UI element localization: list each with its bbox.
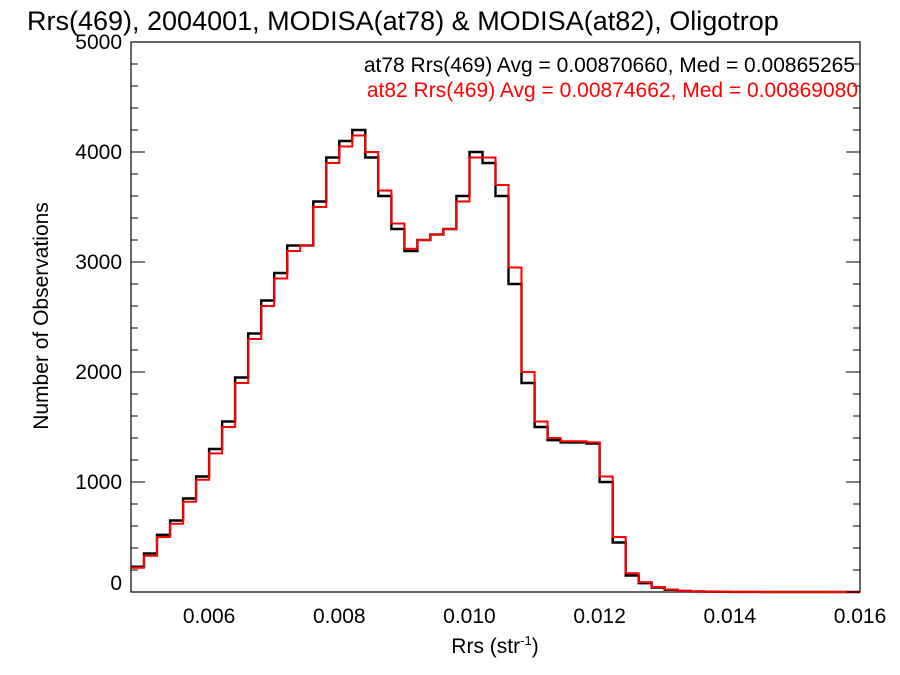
x-axis-label-main: Rrs (str bbox=[451, 635, 520, 658]
chart-title: Rrs(469), 2004001, MODISA(at78) & MODISA… bbox=[27, 6, 779, 36]
series-line-0 bbox=[131, 128, 860, 594]
x-axis-label: Rrs (str-1) bbox=[451, 633, 538, 658]
y-tick-label: 0 bbox=[110, 572, 122, 595]
x-tick-label: 0.014 bbox=[704, 605, 757, 628]
x-tick-label: 0.008 bbox=[313, 605, 366, 628]
x-tick-label: 0.006 bbox=[183, 605, 236, 628]
tick-layer bbox=[131, 41, 860, 593]
x-tick-label: 0.012 bbox=[573, 605, 626, 628]
series-line-1 bbox=[131, 134, 860, 593]
x-tick-labels: 0.006 0.008 0.010 0.012 0.014 0.016 bbox=[183, 605, 886, 628]
series-layer bbox=[131, 128, 860, 594]
y-tick-label: 2000 bbox=[75, 361, 122, 384]
plot-frame bbox=[130, 41, 861, 593]
y-tick-labels: 0 1000 2000 3000 4000 5000 bbox=[75, 31, 122, 595]
annotation-at82: at82 Rrs(469) Avg = 0.00874662, Med = 0.… bbox=[367, 79, 858, 102]
y-tick-label: 4000 bbox=[75, 141, 122, 164]
x-axis-label-superscript: -1 bbox=[520, 633, 532, 648]
y-axis-label: Number of Observations bbox=[30, 202, 53, 430]
x-tick-label: 0.016 bbox=[834, 605, 887, 628]
y-tick-label: 5000 bbox=[75, 31, 122, 54]
annotation-at78: at78 Rrs(469) Avg = 0.00870660, Med = 0.… bbox=[364, 54, 855, 77]
x-axis-label-suffix: ) bbox=[532, 635, 539, 658]
y-tick-label: 1000 bbox=[75, 471, 122, 494]
x-tick-label: 0.010 bbox=[443, 605, 496, 628]
y-tick-label: 3000 bbox=[75, 251, 122, 274]
plot-area bbox=[130, 41, 861, 594]
